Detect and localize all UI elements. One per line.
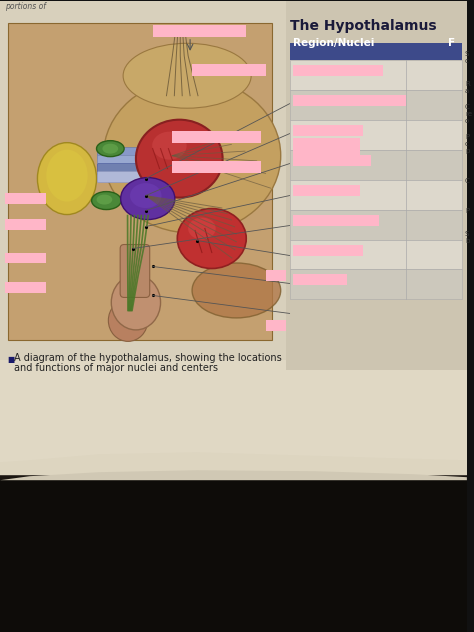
Bar — [292, 214, 379, 226]
Bar — [5, 193, 46, 204]
Text: S
c: S c — [465, 51, 469, 64]
Bar — [292, 155, 371, 166]
Ellipse shape — [152, 131, 187, 160]
Ellipse shape — [192, 263, 281, 318]
FancyBboxPatch shape — [98, 155, 151, 167]
Bar — [290, 240, 462, 269]
Text: Region/Nuclei: Region/Nuclei — [292, 38, 374, 48]
Ellipse shape — [102, 143, 118, 154]
Text: C: C — [465, 178, 470, 184]
Bar — [0, 475, 467, 632]
FancyBboxPatch shape — [98, 164, 151, 174]
Bar — [266, 270, 286, 281]
Bar — [266, 320, 286, 331]
FancyBboxPatch shape — [98, 148, 151, 159]
Ellipse shape — [188, 217, 216, 240]
Bar — [290, 60, 462, 90]
Bar — [153, 25, 246, 37]
Text: A diagram of the hypothalamus, showing the locations: A diagram of the hypothalamus, showing t… — [14, 353, 282, 363]
Text: F: F — [448, 38, 456, 48]
Ellipse shape — [177, 209, 246, 269]
Text: ■: ■ — [7, 355, 14, 365]
Ellipse shape — [37, 143, 97, 214]
Bar — [0, 480, 467, 632]
Ellipse shape — [111, 275, 161, 330]
Bar — [5, 219, 46, 229]
Bar — [286, 1, 467, 370]
Bar — [292, 148, 359, 157]
Bar — [8, 23, 272, 341]
Text: S
b: S b — [465, 231, 469, 243]
Ellipse shape — [109, 300, 148, 341]
Polygon shape — [0, 453, 467, 475]
FancyBboxPatch shape — [120, 245, 150, 298]
Bar — [5, 283, 46, 293]
Bar — [292, 95, 406, 106]
Text: R
a: R a — [465, 81, 470, 94]
Bar — [290, 210, 462, 240]
Bar — [290, 269, 462, 300]
Bar — [290, 179, 462, 210]
Ellipse shape — [97, 195, 112, 205]
Bar — [292, 138, 359, 148]
Bar — [292, 64, 383, 76]
Ellipse shape — [136, 119, 223, 198]
Ellipse shape — [121, 178, 175, 219]
Bar — [5, 253, 46, 264]
Text: C
re
o: C re o — [465, 104, 472, 124]
Ellipse shape — [130, 183, 162, 208]
FancyBboxPatch shape — [98, 172, 151, 183]
Text: P
c
p: P c p — [465, 133, 469, 154]
Text: P: P — [465, 207, 469, 214]
Bar — [292, 274, 346, 286]
Bar — [0, 360, 467, 490]
Text: and functions of major nuclei and centers: and functions of major nuclei and center… — [14, 363, 218, 374]
Bar — [192, 64, 266, 76]
Bar — [292, 245, 364, 255]
Bar — [173, 161, 261, 173]
Polygon shape — [0, 470, 467, 480]
Text: The Hypothalamus: The Hypothalamus — [290, 19, 436, 33]
Bar — [292, 125, 364, 136]
Text: portions of: portions of — [5, 2, 46, 11]
Ellipse shape — [103, 78, 281, 233]
Ellipse shape — [91, 191, 121, 210]
Bar — [173, 131, 261, 143]
Bar — [290, 90, 462, 119]
Bar — [0, 1, 467, 475]
Bar — [290, 119, 462, 150]
Bar — [290, 150, 462, 179]
Bar — [292, 185, 359, 195]
Bar — [290, 43, 462, 60]
Ellipse shape — [46, 150, 88, 202]
Ellipse shape — [97, 141, 124, 157]
Ellipse shape — [123, 43, 251, 108]
